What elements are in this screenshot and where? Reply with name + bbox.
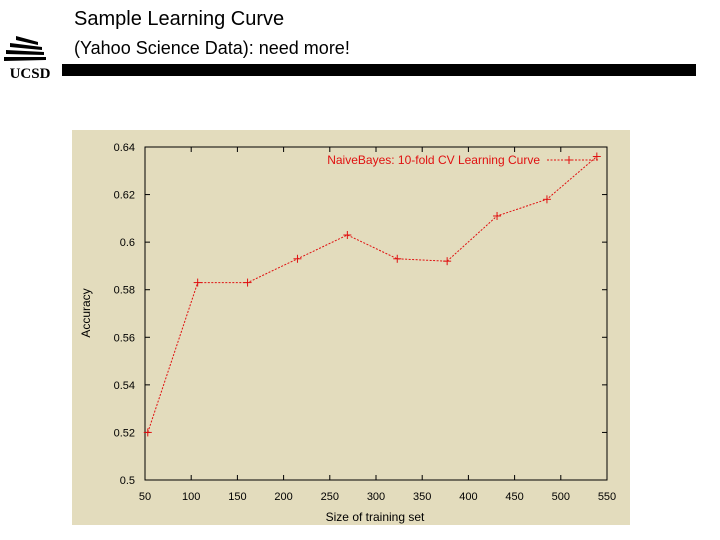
chart-background [72, 130, 630, 525]
y-tick-label: 0.52 [114, 427, 135, 439]
slide-subtitle: (Yahoo Science Data): need more! [74, 38, 350, 58]
data-point [243, 278, 252, 287]
x-tick-label: 500 [552, 491, 570, 503]
data-point [542, 195, 551, 204]
y-tick-label: 0.5 [120, 475, 135, 487]
x-tick-label: 150 [228, 491, 246, 503]
logo-text: UCSD [10, 66, 51, 82]
series-line [147, 156, 598, 433]
y-tick-label: 0.56 [114, 332, 135, 344]
learning-curve-chart: 50 100 150 200 250 300 350 400 450 500 550 0.5 0.52… [72, 130, 630, 525]
ucsd-logo: UCSD [4, 36, 51, 82]
data-point [443, 257, 452, 266]
legend: NaiveBayes: 10-fold CV Learning Curve [327, 153, 599, 167]
x-tick-label: 300 [367, 491, 385, 503]
x-tick-label: 350 [413, 491, 431, 503]
x-tick-label: 50 [139, 491, 151, 503]
series-layer [143, 152, 601, 437]
x-axis-label: Size of training set [326, 510, 425, 524]
y-axis-label: Accuracy [79, 288, 93, 337]
y-tick-label: 0.54 [114, 380, 135, 392]
x-tick-label: 200 [274, 491, 292, 503]
y-tick-label: 0.58 [114, 285, 135, 297]
x-tick-label: 400 [459, 491, 477, 503]
data-point [293, 254, 302, 263]
data-point [393, 254, 402, 263]
x-tick-label: 100 [182, 491, 200, 503]
data-point [343, 231, 352, 240]
y-tick-label: 0.6 [120, 237, 135, 249]
data-point [493, 211, 502, 220]
title-rule [62, 64, 696, 76]
slide-title: Sample Learning Curve [74, 8, 285, 30]
x-tick-label: 450 [505, 491, 523, 503]
y-ticks: 0.5 0.52 0.54 0.56 0.58 0.6 0.62 0.64 [114, 142, 607, 487]
y-tick-label: 0.62 [114, 190, 135, 202]
legend-label: NaiveBayes: 10-fold CV Learning Curve [327, 153, 540, 167]
x-ticks: 50 100 150 200 250 300 350 400 450 500 550 [139, 147, 616, 503]
y-tick-label: 0.64 [114, 142, 135, 154]
x-tick-label: 250 [321, 491, 339, 503]
data-point [193, 278, 202, 287]
data-point [143, 428, 152, 437]
data-point [592, 152, 601, 161]
x-tick-label: 550 [598, 491, 616, 503]
